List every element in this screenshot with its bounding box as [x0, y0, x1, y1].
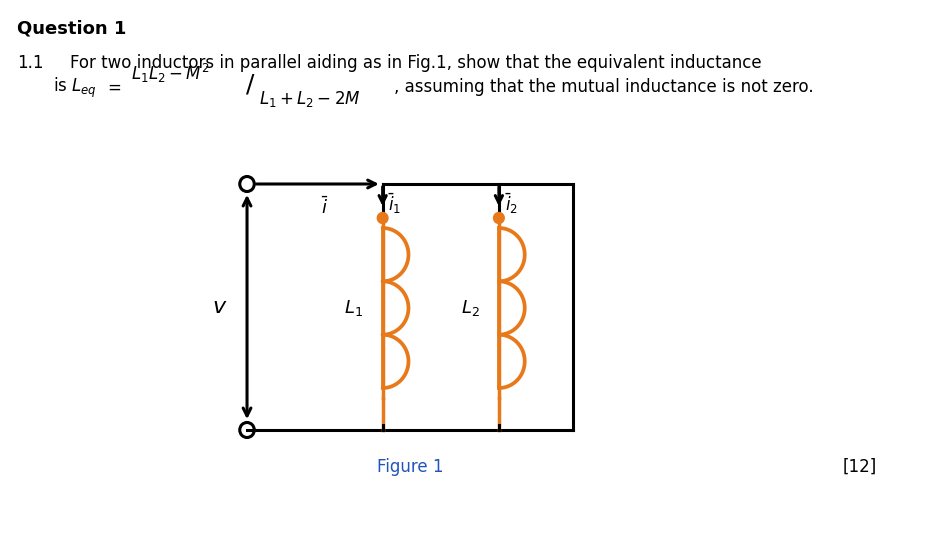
Circle shape: [493, 212, 504, 223]
Text: $/$: $/$: [245, 73, 256, 97]
Text: Question 1: Question 1: [18, 20, 127, 38]
Text: $\boldsymbol{\mathit{v}}$: $\boldsymbol{\mathit{v}}$: [212, 297, 228, 317]
Text: $=$: $=$: [104, 78, 121, 96]
Text: $\mathit{L}_2$: $\mathit{L}_2$: [461, 298, 479, 318]
Text: Figure 1: Figure 1: [377, 458, 443, 476]
Text: is $\mathit{L}_{eq}$: is $\mathit{L}_{eq}$: [53, 76, 97, 100]
Text: [12]: [12]: [843, 458, 877, 476]
Text: $\bar{\mathit{i}}_2$: $\bar{\mathit{i}}_2$: [504, 192, 518, 216]
Text: $\mathit{L}_1 + \mathit{L}_2 - 2\mathit{M}$: $\mathit{L}_1 + \mathit{L}_2 - 2\mathit{…: [259, 89, 361, 109]
Text: , assuming that the mutual inductance is not zero.: , assuming that the mutual inductance is…: [394, 78, 814, 96]
Text: $\bar{\mathit{i}}$: $\bar{\mathit{i}}$: [321, 196, 328, 218]
Circle shape: [377, 212, 388, 223]
Text: $\bar{\mathit{i}}_1$: $\bar{\mathit{i}}_1$: [388, 192, 401, 216]
Text: 1.1: 1.1: [18, 54, 44, 72]
Text: $\mathit{L}_1$: $\mathit{L}_1$: [344, 298, 363, 318]
Text: For two inductors in parallel aiding as in Fig.1, show that the equivalent induc: For two inductors in parallel aiding as …: [70, 54, 761, 72]
Text: $\mathit{L}_1\mathit{L}_2 - \mathit{M}^2$: $\mathit{L}_1\mathit{L}_2 - \mathit{M}^2…: [131, 62, 210, 85]
